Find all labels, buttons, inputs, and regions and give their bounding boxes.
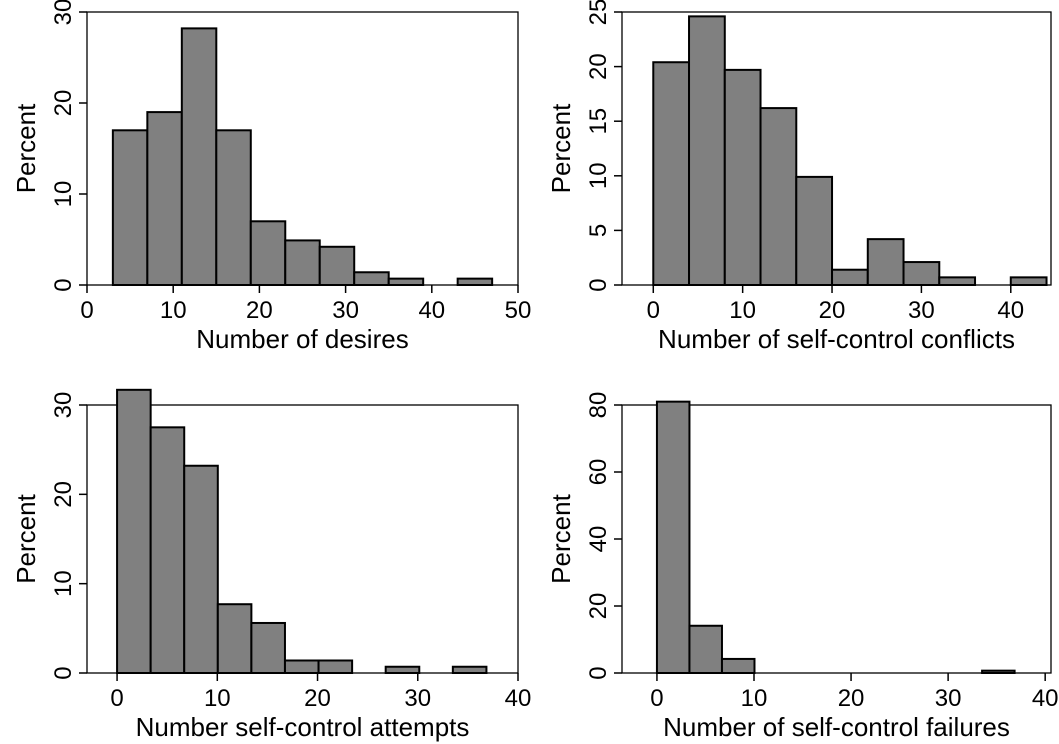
histogram-bar [284,239,321,287]
histogram-bar [981,669,1016,675]
histogram-bar [146,111,183,286]
histogram-bar [723,68,762,286]
histogram-bar [111,129,149,286]
histogram-bar [759,107,798,287]
y-tick-label: 30 [50,0,77,25]
histogram-bar [938,276,977,286]
histogram-bar [688,624,723,675]
histogram-bar [215,129,252,286]
histogram-bar [384,665,421,674]
x-axis-title: Number of self-control conflicts [658,324,1015,354]
histogram-bar [688,15,726,286]
y-tick-label: 10 [50,181,77,208]
x-tick-label: 40 [997,297,1024,324]
histogram-bar [456,277,494,287]
x-tick-label: 10 [160,297,187,324]
y-tick-label: 40 [585,526,612,553]
x-tick-label: 20 [246,297,273,324]
x-tick-label: 30 [404,685,431,712]
x-axis-title: Number of self-control failures [663,712,1010,742]
x-tick-label: 20 [838,685,865,712]
x-tick-label: 20 [819,297,846,324]
histogram-bar [1009,276,1048,286]
y-axis-title: Percent [546,493,576,583]
x-tick-label: 40 [505,685,532,712]
y-tick-label: 0 [585,666,612,679]
x-tick-label: 40 [1032,685,1059,712]
histogram-bar [387,277,425,287]
y-tick-label: 15 [585,108,612,135]
histogram-bar [283,659,320,675]
y-tick-label: 0 [585,278,612,291]
y-tick-label: 5 [585,224,612,237]
y-tick-label: 60 [585,459,612,486]
histogram-bar [866,238,905,286]
y-axis-title: Percent [546,103,576,193]
y-tick-label: 20 [585,53,612,80]
y-tick-label: 0 [50,278,77,291]
histogram-bar [216,603,253,674]
histogram-bar [149,426,186,675]
x-tick-label: 40 [418,297,445,324]
y-tick-label: 20 [50,90,77,117]
x-tick-label: 50 [505,297,532,324]
panel-failures-histogram: 0 10 20 30 40 0 20 40 60 80 Number of self-control… [546,392,1059,742]
histogram-bar [250,621,286,674]
x-tick-label: 0 [110,685,123,712]
x-tick-label: 0 [80,297,93,324]
histogram-bar [318,245,356,286]
x-axis-title: Number self-control attempts [136,712,470,742]
histogram-bar [652,61,691,287]
histogram-bar [116,388,152,674]
histogram-bar [180,27,218,286]
x-tick-label: 0 [647,297,660,324]
x-tick-label: 30 [908,297,935,324]
histogram-bar [720,657,756,674]
x-axis-title: Number of desires [196,324,408,354]
y-tick-label: 30 [50,392,77,419]
histogram-bar [902,261,941,286]
y-tick-label: 20 [50,481,77,508]
y-tick-label: 25 [585,0,612,25]
x-tick-label: 10 [204,685,231,712]
x-tick-label: 30 [332,297,359,324]
histogram-bar [655,400,691,674]
y-tick-label: 80 [585,392,612,419]
histogram-bar [831,268,869,287]
y-tick-label: 20 [585,593,612,620]
y-tick-label: 10 [585,162,612,189]
x-tick-label: 0 [650,685,663,712]
y-tick-label: 10 [50,570,77,597]
y-axis-title: Percent [11,103,41,193]
histogram-bar [249,220,287,287]
x-tick-label: 20 [304,685,331,712]
histogram-bar [795,175,834,286]
panel-conflicts-histogram: 0 10 20 30 40 0 5 10 15 20 25 Number of self-contro… [546,0,1052,354]
y-axis-title: Percent [11,493,41,583]
histogram-bar [353,271,390,287]
x-tick-label: 10 [729,297,756,324]
histogram-bar [183,464,219,674]
x-tick-label: 30 [935,685,962,712]
y-tick-label: 0 [50,666,77,679]
histogram-bar [451,665,488,674]
histogram-bar [317,659,354,675]
x-tick-label: 10 [741,685,768,712]
